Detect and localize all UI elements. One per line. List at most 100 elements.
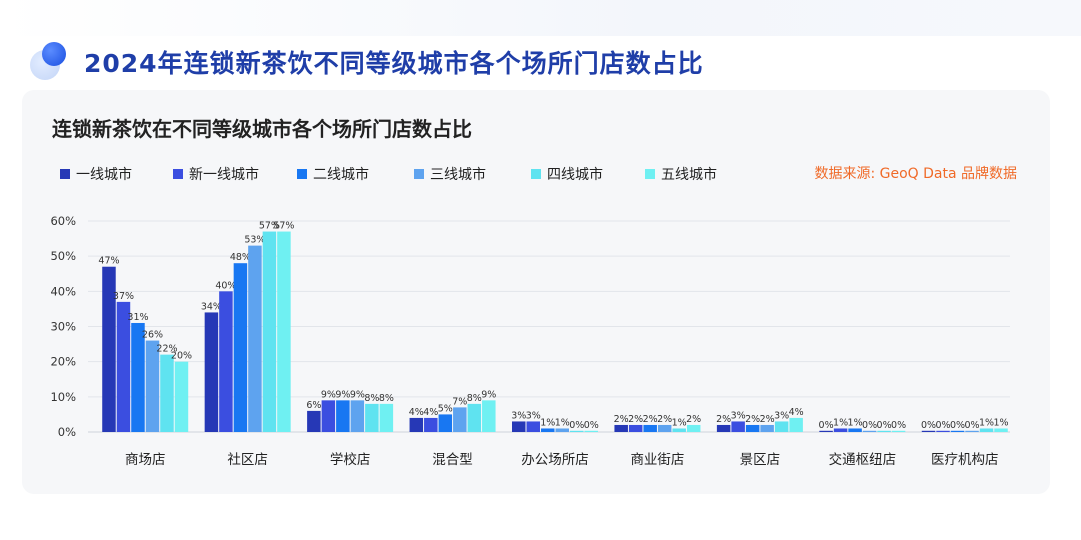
legend-label: 四线城市 xyxy=(547,167,603,183)
legend-label: 一线城市 xyxy=(76,167,132,183)
bar xyxy=(336,400,350,432)
data-label: 9% xyxy=(321,389,336,400)
bar xyxy=(965,430,979,432)
data-label: 9% xyxy=(481,389,496,400)
data-label: 48% xyxy=(230,252,251,263)
bar xyxy=(438,414,453,432)
legend-label: 二线城市 xyxy=(313,167,369,183)
data-label: 0% xyxy=(584,420,599,431)
legend-label: 新一线城市 xyxy=(189,167,259,183)
data-label: 3% xyxy=(731,410,746,421)
legend-item-tier3: 三线城市 xyxy=(414,164,531,184)
y-tick-label: 0% xyxy=(58,425,76,439)
bar xyxy=(819,430,833,432)
legend-swatch xyxy=(414,169,424,179)
legend-label: 五线城市 xyxy=(661,167,717,183)
bar xyxy=(686,424,701,432)
data-label: 2% xyxy=(716,414,731,425)
bar xyxy=(643,424,657,432)
chart-title: 连锁新茶饮在不同等级城市各个场所门店数占比 xyxy=(52,117,472,141)
x-category-label: 商场店 xyxy=(125,452,166,468)
data-label: 2% xyxy=(745,414,760,425)
data-label: 9% xyxy=(350,389,365,400)
bar xyxy=(891,430,906,432)
data-label: 6% xyxy=(306,400,321,411)
data-label: 3% xyxy=(511,410,526,421)
bar xyxy=(160,354,174,432)
bar xyxy=(467,403,482,432)
data-label: 1% xyxy=(979,417,994,428)
bar xyxy=(350,400,365,432)
x-category-label: 社区店 xyxy=(227,452,268,468)
data-label: 1% xyxy=(555,417,570,428)
bar xyxy=(116,301,131,432)
bar xyxy=(453,407,467,432)
data-label: 2% xyxy=(614,414,629,425)
bar xyxy=(731,421,745,432)
data-label: 0% xyxy=(921,420,936,431)
bar xyxy=(482,400,496,432)
data-label: 0% xyxy=(950,420,965,431)
legend-item-tier4: 四线城市 xyxy=(531,164,645,184)
bar xyxy=(248,245,262,432)
bar xyxy=(950,430,965,432)
bar xyxy=(512,421,526,432)
bar xyxy=(760,424,774,432)
data-label: 2% xyxy=(643,414,658,425)
legend-item-tier2: 二线城市 xyxy=(297,164,414,184)
data-label: 57% xyxy=(273,221,294,232)
bar xyxy=(307,410,321,432)
bar xyxy=(277,231,291,432)
x-category-label: 学校店 xyxy=(330,451,371,468)
bar xyxy=(745,424,760,432)
bar xyxy=(555,428,569,432)
x-category-label: 景区店 xyxy=(740,452,781,468)
bar xyxy=(848,428,862,432)
data-source-note: 数据来源: GeoQ Data 品牌数据 xyxy=(814,166,1017,182)
bar xyxy=(877,430,891,432)
data-label: 0% xyxy=(891,420,906,431)
data-label: 4% xyxy=(423,407,438,418)
bar xyxy=(789,417,803,432)
data-label: 53% xyxy=(244,235,265,246)
data-label: 1% xyxy=(672,417,687,428)
data-label: 47% xyxy=(98,256,119,267)
legend-swatch xyxy=(297,169,307,179)
data-label: 1% xyxy=(833,417,848,428)
bar xyxy=(321,400,336,432)
page-title: 2024年连锁新茶饮不同等级城市各个场所门店数占比 xyxy=(84,49,704,78)
data-label: 4% xyxy=(409,407,424,418)
bar xyxy=(628,424,643,432)
legend-swatch xyxy=(531,169,541,179)
data-label: 8% xyxy=(379,393,394,404)
data-label: 3% xyxy=(526,410,541,421)
data-label: 4% xyxy=(789,407,804,418)
bar xyxy=(145,340,160,432)
x-category-label: 混合型 xyxy=(432,452,473,468)
data-label: 2% xyxy=(686,414,701,425)
legend-swatch xyxy=(60,169,70,179)
bar xyxy=(921,430,936,432)
data-label: 3% xyxy=(774,410,789,421)
bubble-logo-icon xyxy=(30,42,70,82)
bar xyxy=(657,424,672,432)
bar xyxy=(774,421,789,432)
bar xyxy=(979,428,994,432)
data-label: 0% xyxy=(862,420,877,431)
bar xyxy=(233,263,248,432)
data-label: 0% xyxy=(819,420,834,431)
bar xyxy=(614,424,628,432)
bar xyxy=(174,361,189,432)
bar xyxy=(833,428,848,432)
legend-item-tier1: 一线城市 xyxy=(60,164,173,184)
data-label: 22% xyxy=(156,344,177,355)
bar xyxy=(365,403,379,432)
data-label: 2% xyxy=(657,414,672,425)
bar xyxy=(424,417,438,432)
bar xyxy=(526,421,540,432)
data-label: 7% xyxy=(452,396,467,407)
bar xyxy=(672,428,686,432)
data-label: 37% xyxy=(113,291,134,302)
y-tick-label: 20% xyxy=(50,355,76,369)
legend-swatch xyxy=(173,169,183,179)
